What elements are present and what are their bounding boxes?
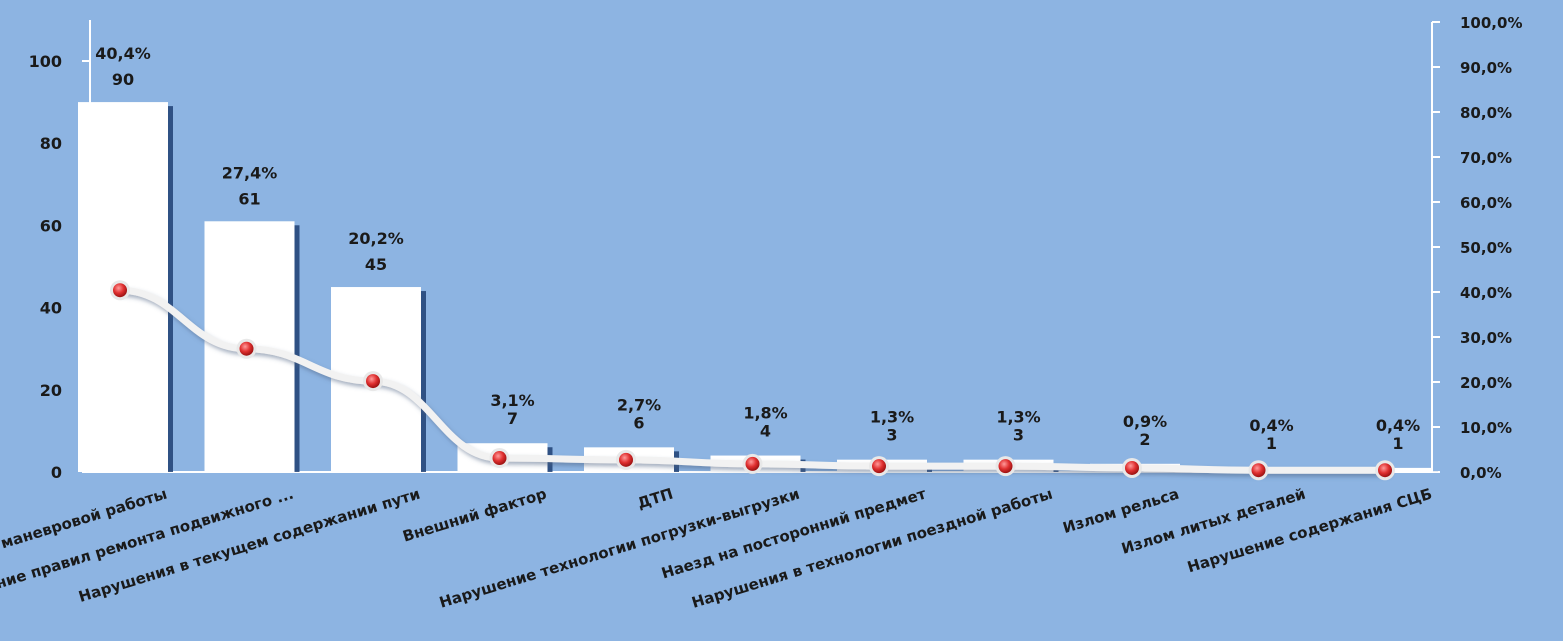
line-marker (999, 459, 1013, 473)
right-tick-label: 20,0% (1460, 374, 1512, 392)
line-marker (872, 459, 886, 473)
value-label: 3 (886, 426, 897, 445)
right-tick-label: 100,0% (1460, 14, 1522, 32)
value-label: 1 (1392, 434, 1403, 453)
category-label: ДТП (635, 485, 675, 513)
value-label: 7 (507, 409, 518, 428)
percent-label: 0,9% (1123, 412, 1167, 431)
right-tick-label: 0,0% (1460, 464, 1502, 482)
right-tick-label: 80,0% (1460, 104, 1512, 122)
right-tick-label: 60,0% (1460, 194, 1512, 212)
value-label: 3 (1013, 426, 1024, 445)
value-label: 45 (365, 255, 387, 274)
left-tick-label: 0 (51, 463, 62, 482)
line-marker (619, 453, 633, 467)
percent-label: 20,2% (348, 229, 404, 248)
percent-label: 2,7% (617, 395, 661, 414)
right-tick-label: 50,0% (1460, 239, 1512, 257)
percent-label: 40,4% (95, 44, 151, 63)
value-label: 4 (760, 422, 771, 441)
value-label: 90 (112, 70, 134, 89)
percent-line (120, 290, 1385, 470)
right-tick-label: 70,0% (1460, 149, 1512, 167)
category-label: Внешний фактор (400, 485, 548, 546)
value-label: 6 (633, 413, 644, 432)
value-label: 61 (238, 189, 260, 208)
left-tick-label: 60 (40, 216, 62, 235)
value-label: 2 (1139, 430, 1150, 449)
percent-label: 3,1% (490, 391, 534, 410)
line-marker (366, 374, 380, 388)
percent-label: 27,4% (222, 163, 278, 182)
percent-label: 0,4% (1376, 416, 1420, 435)
value-label: 1 (1266, 434, 1277, 453)
right-tick-label: 10,0% (1460, 419, 1512, 437)
left-tick-label: 40 (40, 299, 62, 318)
percent-label: 1,3% (996, 408, 1040, 427)
percent-label: 0,4% (1249, 416, 1293, 435)
left-tick-label: 80 (40, 134, 62, 153)
line-marker (1125, 461, 1139, 475)
right-tick-label: 40,0% (1460, 284, 1512, 302)
line-marker (1252, 463, 1266, 477)
percent-label: 1,3% (870, 408, 914, 427)
line-marker (240, 342, 254, 356)
category-label: Нарушение содержания СЦБ (1185, 485, 1434, 577)
line-marker (493, 451, 507, 465)
right-tick-label: 30,0% (1460, 329, 1512, 347)
right-tick-label: 90,0% (1460, 59, 1512, 77)
left-tick-label: 20 (40, 381, 62, 400)
line-marker (1378, 463, 1392, 477)
left-tick-label: 100 (29, 52, 62, 71)
percent-label: 1,8% (743, 404, 787, 423)
line-marker (113, 283, 127, 297)
line-marker (746, 457, 760, 471)
